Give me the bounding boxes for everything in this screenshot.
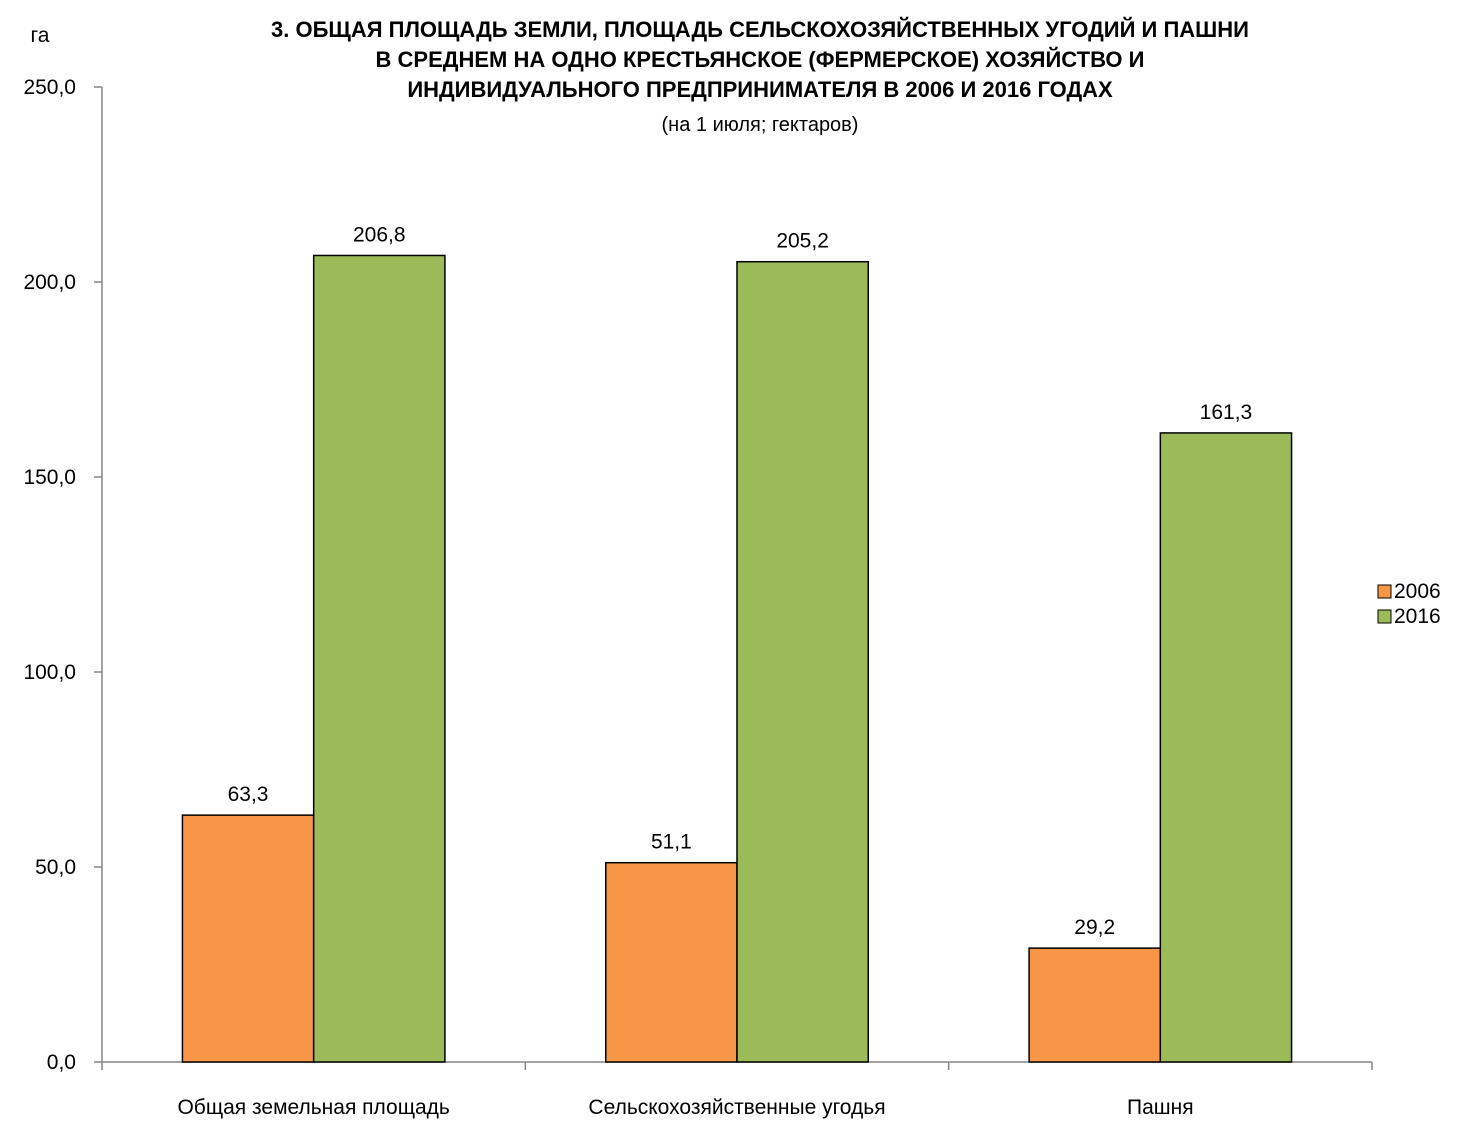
y-tick-label: 200,0 <box>23 271 76 294</box>
legend-label-2016: 2016 <box>1394 605 1441 628</box>
legend-label-2006: 2006 <box>1394 580 1441 603</box>
x-category-label: Сельскохозяйственные угодья <box>588 1096 885 1119</box>
y-axis-unit-label: га <box>31 24 50 47</box>
y-tick-label: 150,0 <box>23 466 76 489</box>
bar-2016 <box>736 260 869 1063</box>
data-label-2006: 63,3 <box>228 783 269 806</box>
bar-2006 <box>181 814 315 1063</box>
y-tick-label: 100,0 <box>23 661 76 684</box>
chart-title-line-1: 3. ОБЩАЯ ПЛОЩАДЬ ЗЕМЛИ, ПЛОЩАДЬ СЕЛЬСКОХ… <box>271 17 1249 42</box>
y-tick-label: 50,0 <box>35 856 76 879</box>
data-label-2006: 51,1 <box>651 831 692 854</box>
data-label-2016: 205,2 <box>776 230 829 253</box>
data-label-2016: 206,8 <box>353 223 406 246</box>
data-label-2016: 161,3 <box>1200 401 1253 424</box>
bar-2016 <box>312 254 446 1063</box>
bar-2016 <box>1159 432 1293 1063</box>
bars <box>181 254 1293 1063</box>
bar-2006 <box>1028 947 1162 1063</box>
legend-swatch-2016 <box>1377 609 1392 624</box>
x-category-label: Пашня <box>1127 1096 1194 1119</box>
x-category-label: Общая земельная площадь <box>177 1096 449 1119</box>
data-label-2006: 29,2 <box>1074 916 1115 939</box>
labels: Общая земельная площадь Сельскохозяйствен… <box>177 223 1252 1119</box>
chart-title: 3. ОБЩАЯ ПЛОЩАДЬ ЗЕМЛИ, ПЛОЩАДЬ СЕЛЬСКОХ… <box>271 17 1249 136</box>
y-tick-label: 0,0 <box>47 1051 76 1074</box>
chart-title-line-3: ИНДИВИДУАЛЬНОГО ПРЕДПРИНИМАТЕЛЯ В 2006 И… <box>407 77 1113 102</box>
chart-subtitle: (на 1 июля; гектаров) <box>662 114 859 136</box>
chart-title-line-2: В СРЕДНЕМ НА ОДНО КРЕСТЬЯНСКОЕ (ФЕРМЕРСК… <box>376 47 1145 72</box>
y-tick-label: 250,0 <box>23 76 76 99</box>
bar-2006 <box>605 861 738 1063</box>
legend-swatch-2006 <box>1377 584 1392 599</box>
